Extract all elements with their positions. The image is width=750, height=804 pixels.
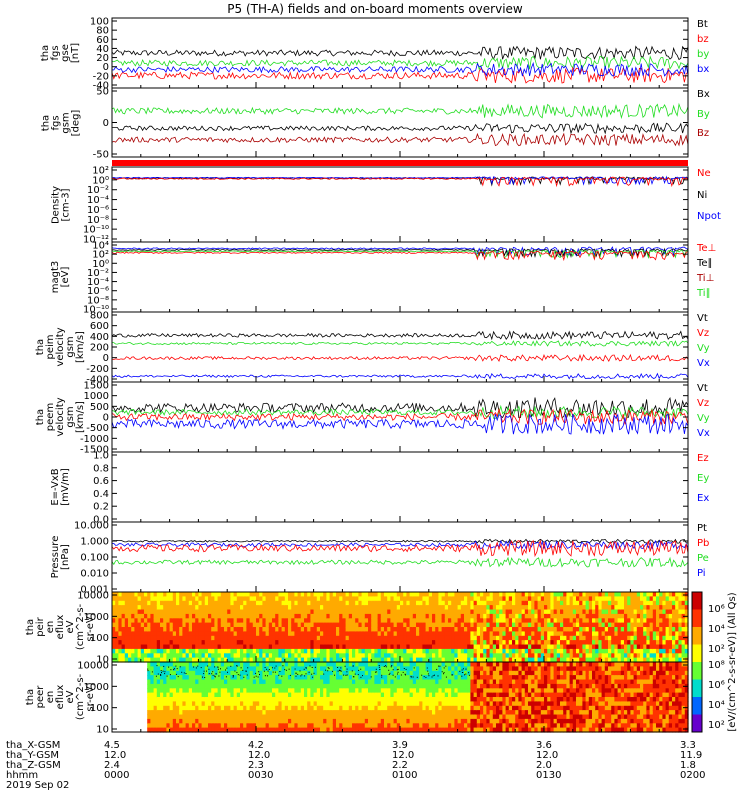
trace-vz-line [112,341,688,346]
y-tick-label: 0.8 [93,463,109,474]
y-tick-label: 600 [90,321,109,332]
y-tick-label: 10.000 [74,521,109,532]
trace-pt-line [112,539,688,543]
y-tick-label: 50 [96,87,109,98]
y-tick-label: -200 [86,364,109,375]
y-tick-label: 0 [103,353,109,364]
y-tick-label: 0 [103,118,109,129]
y-tick-label: 1000 [84,391,109,402]
trace-bz-line [112,134,688,146]
y-tick-label: 400 [90,332,109,343]
y-tick-label: 0.2 [93,502,109,513]
quality-flag-bar [112,160,688,166]
y-tick-label: -500 [86,423,109,434]
y-tick-label: 1.0 [93,451,109,462]
trace-vx-line [112,414,688,434]
y-tick-label: 1.000 [80,537,109,548]
panel-efield: 1.00.80.60.40.20.0 [93,451,688,526]
trace-by-line [112,123,688,133]
trace-ti-line [112,250,688,257]
y-tick-label: 500 [90,402,109,413]
y-tick-label: 0.4 [93,489,109,500]
y-tick-label: -50 [93,150,109,161]
trace-bt-line [112,47,688,60]
y-tick-label: 200 [90,343,109,354]
panel-frame [112,312,688,382]
trace-pi-line [112,558,688,567]
panel-frame [112,522,688,592]
figure-title: P5 (TH-A) fields and on-board moments ov… [0,2,750,16]
y-tick-label: 1500 [84,381,109,392]
trace-bx-line [112,104,688,117]
trace-vy-line [112,355,688,361]
y-tick-label: 0 [103,413,109,424]
y-tick-label: 800 [90,311,109,322]
trace-vt-line [112,332,688,340]
y-tick-label: 0.6 [93,476,109,487]
trace-pb-line [112,541,688,549]
panel-frame [112,382,688,452]
panel-frame [112,88,688,157]
panel-fgs-angles: 50 0 -50 [93,87,688,161]
y-tick-label: 0.010 [80,569,109,580]
panel-frame [112,452,688,522]
y-tick-label: 0.100 [80,553,109,564]
